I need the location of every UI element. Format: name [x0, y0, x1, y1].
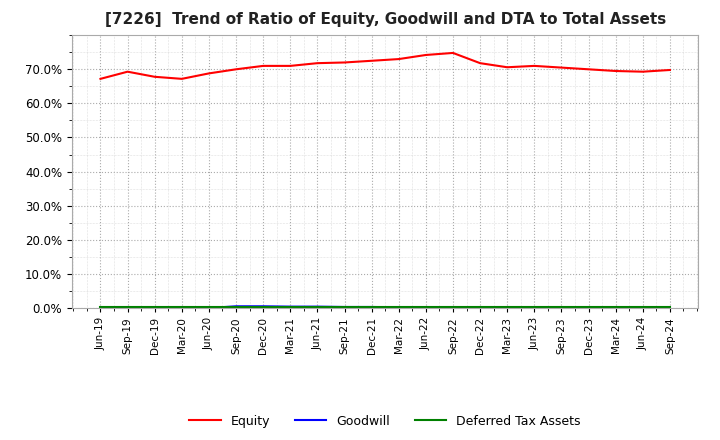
Equity [232, 66, 240, 72]
Goodwill [232, 304, 240, 309]
Equity [476, 61, 485, 66]
Goodwill [665, 305, 674, 310]
Deferred Tax Assets [286, 304, 294, 310]
Line: Equity: Equity [101, 53, 670, 79]
Deferred Tax Assets [611, 304, 620, 310]
Goodwill [421, 304, 430, 310]
Equity [204, 71, 213, 76]
Line: Goodwill: Goodwill [101, 306, 670, 308]
Deferred Tax Assets [665, 304, 674, 310]
Deferred Tax Assets [232, 304, 240, 310]
Goodwill [476, 305, 485, 310]
Equity [313, 61, 322, 66]
Equity [611, 68, 620, 73]
Equity [665, 67, 674, 73]
Deferred Tax Assets [395, 304, 403, 310]
Goodwill [313, 304, 322, 309]
Goodwill [584, 305, 593, 311]
Equity [584, 66, 593, 72]
Equity [259, 63, 268, 69]
Deferred Tax Assets [367, 304, 376, 310]
Equity [286, 63, 294, 69]
Deferred Tax Assets [449, 304, 457, 310]
Equity [150, 74, 159, 80]
Equity [341, 60, 349, 65]
Deferred Tax Assets [341, 304, 349, 310]
Deferred Tax Assets [639, 304, 647, 310]
Goodwill [123, 305, 132, 311]
Goodwill [503, 305, 511, 310]
Equity [530, 63, 539, 69]
Goodwill [639, 305, 647, 311]
Deferred Tax Assets [204, 304, 213, 310]
Deferred Tax Assets [530, 304, 539, 310]
Deferred Tax Assets [259, 304, 268, 310]
Deferred Tax Assets [178, 304, 186, 310]
Goodwill [286, 304, 294, 309]
Equity [557, 65, 566, 70]
Goodwill [611, 305, 620, 311]
Goodwill [557, 305, 566, 311]
Deferred Tax Assets [557, 304, 566, 310]
Goodwill [150, 305, 159, 311]
Deferred Tax Assets [313, 304, 322, 310]
Goodwill [530, 305, 539, 310]
Equity [503, 65, 511, 70]
Deferred Tax Assets [150, 304, 159, 310]
Equity [639, 69, 647, 74]
Equity [96, 76, 105, 81]
Equity [123, 69, 132, 74]
Goodwill [367, 304, 376, 310]
Equity [449, 50, 457, 55]
Deferred Tax Assets [503, 304, 511, 310]
Equity [421, 52, 430, 58]
Deferred Tax Assets [476, 304, 485, 310]
Goodwill [96, 305, 105, 311]
Goodwill [395, 304, 403, 310]
Equity [367, 58, 376, 63]
Goodwill [259, 304, 268, 309]
Goodwill [178, 305, 186, 311]
Goodwill [204, 305, 213, 311]
Goodwill [341, 304, 349, 310]
Goodwill [449, 304, 457, 310]
Deferred Tax Assets [123, 304, 132, 310]
Equity [178, 76, 186, 81]
Legend: Equity, Goodwill, Deferred Tax Assets: Equity, Goodwill, Deferred Tax Assets [184, 410, 586, 433]
Deferred Tax Assets [584, 304, 593, 310]
Title: [7226]  Trend of Ratio of Equity, Goodwill and DTA to Total Assets: [7226] Trend of Ratio of Equity, Goodwil… [104, 12, 666, 27]
Equity [395, 56, 403, 62]
Deferred Tax Assets [96, 304, 105, 310]
Deferred Tax Assets [421, 304, 430, 310]
